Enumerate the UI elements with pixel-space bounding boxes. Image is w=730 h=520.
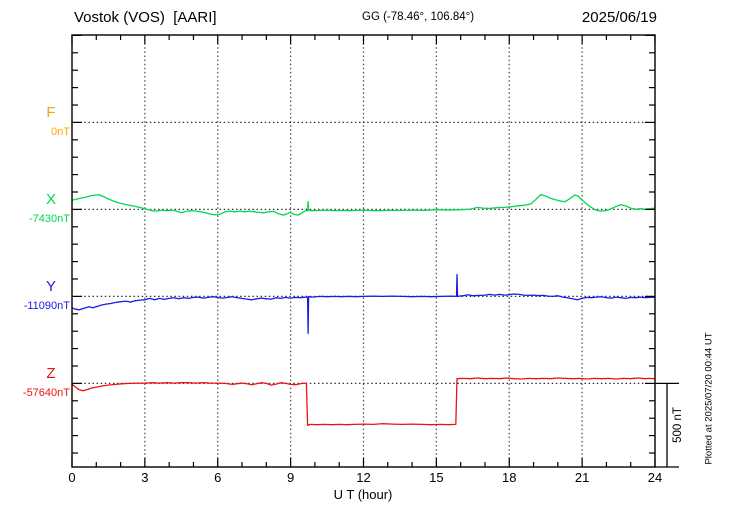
plot-frame: [71, 34, 656, 468]
trace-lines: [71, 193, 656, 427]
trace-X: [71, 193, 656, 216]
geographic-coords: GG (-78.46°, 106.84°): [362, 11, 475, 23]
x-tick-label: 24: [647, 470, 663, 485]
plotted-timestamp-note: Plotted at 2025/07/20 00:44 UT: [703, 332, 715, 465]
x-tick-label: 12: [356, 470, 371, 485]
channel-Y-letter: Y: [45, 278, 56, 295]
channel-X-baseline-value: -7430nT: [29, 213, 70, 225]
x-tick-label: 18: [502, 470, 517, 485]
x-tick-label: 3: [141, 470, 149, 485]
x-tick-label: 6: [214, 470, 222, 485]
channel-Z-baseline-value: -57640nT: [22, 387, 70, 399]
channel-F-baseline-value: 0nT: [51, 126, 70, 138]
channel-Z-letter: Z: [46, 365, 56, 382]
x-tick-label: 9: [287, 470, 295, 485]
plot-date: 2025/06/19: [581, 9, 657, 26]
channel-X-letter: X: [45, 191, 56, 208]
channel-F-letter: F: [46, 104, 56, 121]
trace-Y: [71, 273, 655, 335]
x-tick-label: 21: [574, 470, 590, 485]
axis-ticks: [71, 34, 656, 467]
scale-bar-label: 500 nT: [672, 407, 684, 443]
scale-bar: [655, 382, 679, 468]
grid-lines: [72, 35, 655, 467]
station-title: Vostok (VOS) [AARI]: [74, 9, 217, 26]
trace-Z: [71, 377, 656, 427]
x-axis-label: U T (hour): [333, 487, 393, 502]
x-tick-label: 0: [68, 470, 76, 485]
channel-Y-baseline-value: -11090nT: [23, 300, 70, 312]
x-tick-label: 15: [429, 470, 444, 485]
